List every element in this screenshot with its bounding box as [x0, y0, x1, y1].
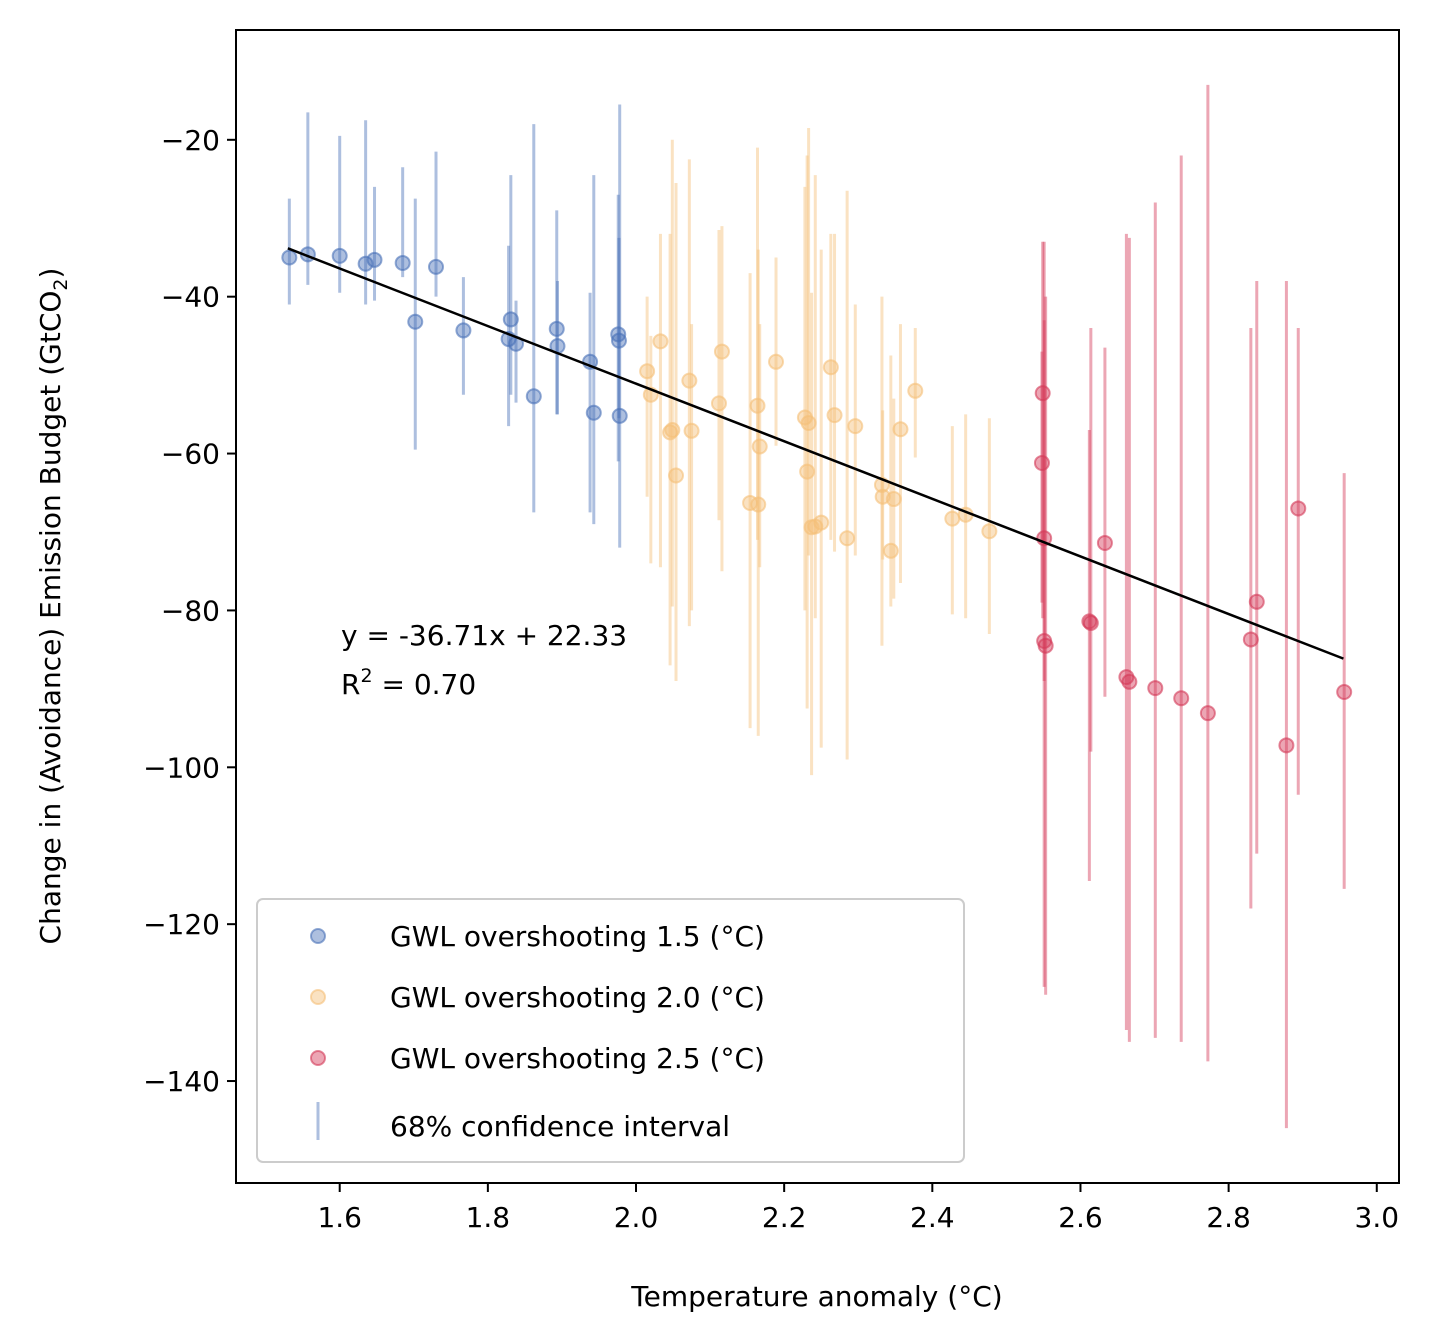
y-tick-label: −20: [161, 124, 220, 157]
point-gwl-overshooting-2-0-c-7: [683, 422, 700, 439]
y-tick-label: −60: [161, 438, 220, 471]
point-gwl-overshooting-2-5-c-12: [1199, 705, 1216, 722]
fit-layer: [287, 247, 1344, 660]
point-gwl-overshooting-2-0-c-13: [751, 438, 768, 455]
legend: GWL overshooting 1.5 (°C) GWL overshooti…: [256, 898, 965, 1163]
point-gwl-overshooting-2-0-c-28: [885, 491, 902, 508]
point-gwl-overshooting-2-0-c-6: [681, 372, 698, 389]
point-gwl-overshooting-2-5-c-11: [1173, 690, 1190, 707]
point-gwl-overshooting-2-0-c-2: [652, 333, 669, 350]
legend-label-confidence: 68% confidence interval: [390, 1110, 730, 1143]
point-gwl-overshooting-2-0-c-3: [662, 424, 679, 441]
r2-sup: 2: [360, 665, 372, 687]
x-tick-label: 1.6: [317, 1201, 362, 1234]
point-gwl-overshooting-2-0-c-27: [882, 542, 899, 559]
y-axis-label-main: Change in (Avoidance) Emission Budget (G…: [34, 291, 67, 945]
point-gwl-overshooting-2-0-c-21: [822, 359, 839, 376]
point-gwl-overshooting-1-5-c-8: [455, 322, 472, 339]
point-gwl-overshooting-2-0-c-16: [799, 463, 816, 480]
point-gwl-overshooting-1-5-c-4: [366, 251, 383, 268]
point-gwl-overshooting-1-5-c-19: [611, 407, 628, 424]
point-gwl-overshooting-2-0-c-12: [750, 496, 767, 513]
x-tick-label: 1.8: [466, 1201, 511, 1234]
point-gwl-overshooting-2-0-c-23: [839, 530, 856, 547]
legend-label-gwl-2-5: GWL overshooting 2.5 (°C): [390, 1042, 765, 1075]
point-gwl-overshooting-1-5-c-16: [585, 404, 602, 421]
point-gwl-overshooting-2-5-c-4: [1037, 637, 1054, 654]
y-axis-label-sub: 2: [50, 279, 72, 291]
x-axis-label: Temperature anomaly (°C): [630, 1280, 1002, 1313]
x-tick-label: 2.8: [1206, 1201, 1251, 1234]
point-gwl-overshooting-2-5-c-13: [1242, 631, 1259, 648]
point-gwl-overshooting-2-0-c-11: [749, 397, 766, 414]
x-tick-label: 2.2: [762, 1201, 807, 1234]
y-tick-label: −140: [143, 1065, 220, 1098]
legend-box: [256, 898, 965, 1163]
y-axis-label: Change in (Avoidance) Emission Budget (G…: [34, 268, 72, 945]
y-tick-label: −100: [143, 751, 220, 784]
x-tick-label: 2.4: [910, 1201, 955, 1234]
point-gwl-overshooting-1-5-c-3: [357, 255, 374, 272]
point-gwl-overshooting-1-5-c-5: [394, 254, 411, 271]
point-gwl-overshooting-1-5-c-18: [610, 332, 627, 349]
point-layer: [281, 246, 1353, 754]
point-gwl-overshooting-2-0-c-24: [847, 418, 864, 435]
legend-marker-gwl-1-5: [310, 928, 326, 944]
point-gwl-overshooting-2-0-c-20: [813, 514, 830, 531]
x-tick-label: 2.6: [1058, 1201, 1103, 1234]
point-gwl-overshooting-2-5-c-10: [1147, 680, 1164, 697]
legend-label-gwl-2-0: GWL overshooting 2.0 (°C): [390, 981, 765, 1014]
point-gwl-overshooting-2-5-c-9: [1121, 673, 1138, 690]
point-gwl-overshooting-1-5-c-0: [281, 249, 298, 266]
plot-frame: [235, 29, 1400, 1184]
point-gwl-overshooting-2-5-c-15: [1278, 737, 1295, 754]
y-tick-label: −80: [161, 594, 220, 627]
y-tick-label: −120: [143, 908, 220, 941]
point-gwl-overshooting-2-0-c-4: [664, 422, 681, 439]
point-gwl-overshooting-2-5-c-16: [1290, 500, 1307, 517]
point-gwl-overshooting-2-0-c-5: [668, 467, 685, 484]
point-gwl-overshooting-2-0-c-31: [944, 510, 961, 527]
point-gwl-overshooting-1-5-c-2: [331, 247, 348, 264]
point-gwl-overshooting-2-0-c-8: [710, 395, 727, 412]
x-axis: 1.6 1.8 2.0 2.2 2.4 2.6 2.8 3.0: [317, 1183, 1399, 1234]
point-gwl-overshooting-2-0-c-33: [981, 523, 998, 540]
point-gwl-overshooting-1-5-c-10: [502, 311, 519, 328]
x-tick-label: 3.0: [1355, 1201, 1400, 1234]
point-gwl-overshooting-2-0-c-30: [907, 382, 924, 399]
point-gwl-overshooting-2-5-c-6: [1082, 614, 1099, 631]
point-gwl-overshooting-1-5-c-13: [548, 320, 565, 337]
y-axis-label-end: ): [34, 268, 67, 279]
point-gwl-overshooting-2-0-c-0: [639, 363, 656, 380]
point-gwl-overshooting-1-5-c-12: [525, 388, 542, 405]
legend-marker-gwl-2-0: [310, 989, 326, 1005]
r2-prefix: R: [341, 668, 360, 701]
point-gwl-overshooting-2-0-c-17: [800, 414, 817, 431]
point-gwl-overshooting-2-0-c-29: [892, 421, 909, 438]
fit-equation: y = -36.71x + 22.33: [341, 619, 627, 652]
y-tick-label: −40: [161, 281, 220, 314]
point-gwl-overshooting-1-5-c-6: [407, 313, 424, 330]
regression-line: [287, 247, 1344, 660]
point-gwl-overshooting-2-5-c-0: [1034, 385, 1051, 402]
legend-label-gwl-1-5: GWL overshooting 1.5 (°C): [390, 920, 765, 953]
point-gwl-overshooting-2-0-c-22: [826, 407, 843, 424]
point-gwl-overshooting-2-5-c-7: [1096, 534, 1113, 551]
legend-marker-gwl-2-5: [310, 1050, 326, 1066]
y-axis: −20 −40 −60 −80 −100 −120 −140: [143, 124, 236, 1098]
point-gwl-overshooting-2-5-c-1: [1033, 454, 1050, 471]
point-gwl-overshooting-2-0-c-9: [713, 343, 730, 360]
point-gwl-overshooting-2-5-c-14: [1248, 593, 1265, 610]
point-gwl-overshooting-1-5-c-7: [428, 258, 445, 275]
r2-suffix: = 0.70: [373, 668, 477, 701]
x-tick-label: 2.0: [614, 1201, 659, 1234]
errorbar-layer: [287, 84, 1346, 1129]
point-gwl-overshooting-2-5-c-17: [1336, 683, 1353, 700]
point-gwl-overshooting-2-0-c-14: [768, 353, 785, 370]
fit-r-squared: R2 = 0.70: [341, 665, 476, 701]
